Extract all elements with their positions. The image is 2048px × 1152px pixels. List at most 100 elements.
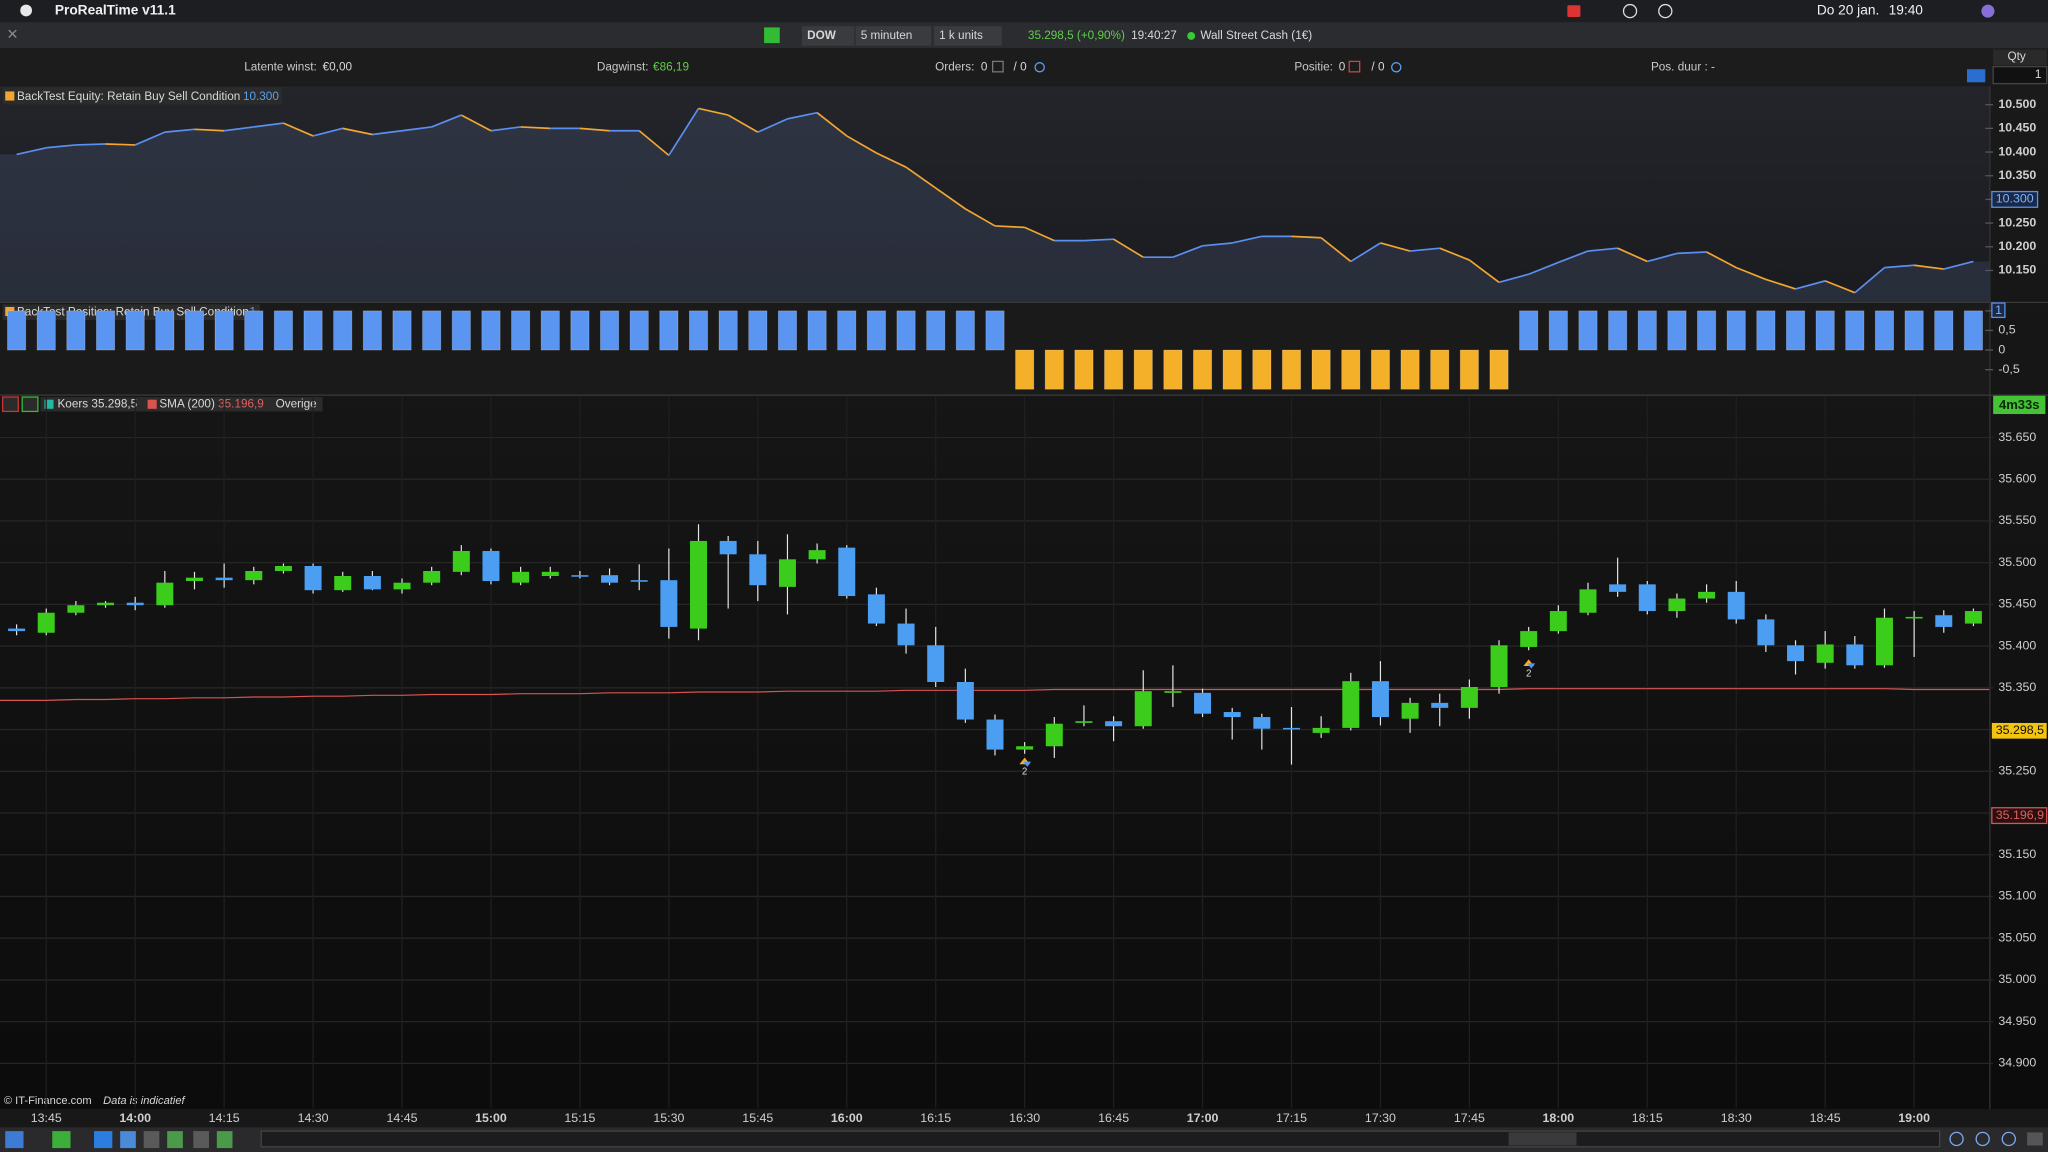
scroll-thumb[interactable] bbox=[1508, 1132, 1577, 1146]
instrument[interactable]: DOW bbox=[807, 29, 837, 42]
info-label: Dagwinst: bbox=[597, 60, 649, 73]
units[interactable]: 1 k units bbox=[939, 29, 983, 42]
zoom-button[interactable] bbox=[1949, 1131, 1964, 1147]
y-tick-label: 35.550 bbox=[1998, 513, 2036, 527]
status-icon[interactable] bbox=[1981, 4, 1995, 18]
tool-button[interactable] bbox=[216, 1131, 233, 1149]
position-bar bbox=[125, 310, 145, 351]
position-bar bbox=[451, 310, 471, 351]
info-icon[interactable] bbox=[991, 60, 1004, 73]
candle-body bbox=[1905, 616, 1923, 619]
candle-body bbox=[1134, 691, 1152, 727]
candle-body bbox=[1727, 591, 1745, 620]
legend-button[interactable] bbox=[21, 396, 39, 413]
equity-segment bbox=[668, 108, 700, 156]
dropdown[interactable] bbox=[933, 26, 1002, 46]
position-bar bbox=[1845, 310, 1865, 351]
position-bar bbox=[1193, 349, 1213, 390]
legend-box bbox=[2, 87, 283, 105]
y-tick-label: 10.400 bbox=[1998, 144, 2036, 158]
interval[interactable]: 5 minuten bbox=[861, 29, 913, 42]
x-tick-label: 14:45 bbox=[387, 1111, 418, 1125]
equity-segment bbox=[1410, 247, 1440, 252]
tool-button[interactable] bbox=[5, 1131, 24, 1149]
menu-date[interactable]: Do 20 jan. bbox=[1817, 3, 1879, 18]
equity-segment bbox=[1617, 247, 1648, 263]
position-bar bbox=[1608, 310, 1628, 351]
tool-button[interactable] bbox=[193, 1131, 209, 1149]
candle-body bbox=[452, 550, 470, 572]
position-bar bbox=[511, 310, 531, 351]
tool-button[interactable] bbox=[120, 1131, 136, 1149]
x-tick-label: 16:45 bbox=[1098, 1111, 1129, 1125]
tool-button[interactable] bbox=[167, 1131, 183, 1149]
info-value: €0,00 bbox=[323, 60, 353, 73]
candle-body bbox=[541, 571, 559, 577]
candle-body bbox=[1075, 721, 1093, 723]
y-tick-label: 35.350 bbox=[1998, 680, 2036, 694]
position-bar bbox=[244, 310, 264, 351]
equity-segment bbox=[312, 127, 343, 137]
candle-body bbox=[1283, 727, 1300, 730]
apple-logo[interactable] bbox=[20, 4, 32, 17]
tool-button[interactable] bbox=[2027, 1132, 2043, 1146]
dropdown[interactable] bbox=[801, 26, 855, 46]
position-bar bbox=[155, 310, 175, 351]
tool-button[interactable] bbox=[52, 1131, 71, 1149]
candle-body bbox=[185, 577, 203, 582]
candle-body bbox=[986, 719, 1004, 750]
position-bar bbox=[1163, 349, 1183, 390]
equity-segment bbox=[283, 122, 314, 137]
trade-arrow bbox=[1023, 761, 1032, 767]
position-bar bbox=[273, 310, 293, 351]
copyright: © IT-Finance.com bbox=[4, 1095, 92, 1107]
position-bar bbox=[955, 310, 975, 351]
candle-body bbox=[1787, 645, 1805, 662]
info-icon[interactable] bbox=[1034, 62, 1045, 73]
toolbar-icon[interactable] bbox=[764, 27, 780, 44]
equity-segment bbox=[905, 166, 937, 189]
equity-segment bbox=[1528, 261, 1559, 276]
equity-segment bbox=[727, 114, 759, 133]
status-icon[interactable] bbox=[1567, 5, 1581, 17]
candle-body bbox=[1194, 692, 1212, 714]
qty-value[interactable]: 1 bbox=[2035, 68, 2042, 81]
zoom-button[interactable] bbox=[1975, 1131, 1990, 1147]
equity-segment bbox=[1914, 264, 1944, 270]
tool-button[interactable] bbox=[143, 1131, 160, 1149]
candle-body bbox=[1164, 691, 1182, 693]
candle-body bbox=[482, 550, 500, 582]
candle-body bbox=[1846, 644, 1864, 666]
close-button[interactable]: ✕ bbox=[7, 27, 19, 43]
legend-swatch bbox=[147, 399, 157, 409]
price-change: 35.298,5 (+0,90%) bbox=[1028, 29, 1125, 42]
zoom-button[interactable] bbox=[2001, 1131, 2016, 1147]
scrollbar[interactable] bbox=[260, 1130, 1941, 1148]
legend-text[interactable]: Overige bbox=[276, 397, 318, 410]
equity-segment bbox=[1884, 264, 1915, 269]
candle-body bbox=[1935, 615, 1953, 627]
tool-button[interactable] bbox=[94, 1131, 113, 1149]
position-bar bbox=[392, 310, 412, 351]
menu-time[interactable]: 19:40 bbox=[1889, 3, 1924, 18]
status-icon[interactable] bbox=[1658, 3, 1673, 19]
app-name[interactable]: ProRealTime v11.1 bbox=[55, 3, 176, 18]
info-icon[interactable] bbox=[1391, 62, 1402, 73]
toolbar-icon[interactable] bbox=[1967, 69, 1986, 83]
status-icon[interactable] bbox=[1622, 3, 1638, 19]
y-tick-label: 10.500 bbox=[1998, 97, 2036, 111]
qty-input[interactable] bbox=[1992, 65, 2048, 85]
equity-segment bbox=[1380, 242, 1411, 252]
candle-body bbox=[867, 594, 885, 624]
equity-segment bbox=[994, 225, 1025, 229]
position-bar bbox=[1697, 310, 1717, 351]
legend-button[interactable] bbox=[1, 396, 19, 413]
dropdown[interactable] bbox=[855, 26, 932, 46]
info-icon[interactable] bbox=[1348, 60, 1361, 73]
position-bar bbox=[866, 310, 886, 351]
equity-segment bbox=[1943, 260, 1974, 270]
position-bar bbox=[214, 310, 234, 351]
trade-arrow bbox=[1527, 663, 1536, 669]
position-bar bbox=[1934, 310, 1954, 351]
equity-segment bbox=[342, 127, 373, 136]
